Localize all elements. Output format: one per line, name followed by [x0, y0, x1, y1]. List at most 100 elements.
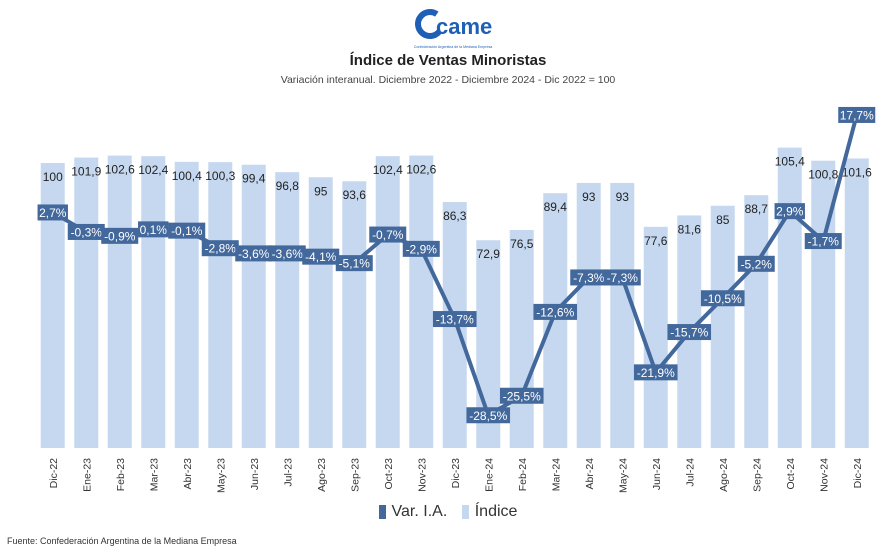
- bar-value-label: 101,9: [71, 165, 101, 179]
- bar-value-label: 77,6: [644, 234, 668, 248]
- bar-value-label: 81,6: [678, 222, 702, 236]
- x-tick-label: Dic-24: [852, 458, 864, 489]
- x-tick-labels: Dic-22 Ene-23 Feb-23 Mar-23 Abr-23 May-23 Jun-…: [48, 458, 864, 493]
- bar-value-label: 102,6: [406, 163, 436, 177]
- bar-indice: [543, 193, 568, 448]
- line-point-label: -3,6%: [238, 247, 270, 261]
- bar-value-label: 101,6: [842, 165, 872, 179]
- bar-value-label: 93: [582, 190, 596, 204]
- line-labels-layer: 2,7%-0,3% -0,9% 0,1% -0,1%-2,8% -3,6% -3,6% -4…: [37, 106, 876, 424]
- bar-value-label: 100,8: [808, 168, 838, 182]
- legend-swatch-line: [378, 505, 386, 519]
- line-point-label: 2,7%: [39, 206, 67, 220]
- source-footnote: Fuente: Confederación Argentina de la Me…: [7, 536, 237, 546]
- line-point-label-bg: [101, 227, 139, 244]
- line-point-label: -0,1%: [171, 224, 203, 238]
- bar-value-label: 88,7: [745, 202, 769, 216]
- x-tick-label: Feb-24: [517, 458, 529, 491]
- line-point-label-bg: [499, 387, 544, 404]
- bar-indice: [74, 157, 99, 448]
- bar-indice: [208, 162, 233, 448]
- bar-indice: [174, 161, 199, 449]
- bar-value-label: 102,4: [373, 163, 403, 177]
- line-point-label-bg: [466, 407, 511, 424]
- x-tick-label: Feb-23: [115, 458, 127, 491]
- line-point-label-bg: [633, 364, 678, 381]
- bar-value-label: 105,4: [775, 155, 805, 169]
- logo-subtext: Confederación Argentina de la Mediana Em…: [414, 45, 493, 49]
- line-point-label: -21,9%: [637, 366, 675, 380]
- legend-swatch-bar: [461, 505, 469, 519]
- line-point-label: -10,5%: [704, 292, 742, 306]
- line-point-label: -5,1%: [339, 257, 371, 271]
- bar-value-label: 89,4: [544, 200, 568, 214]
- x-tick-label: Jul-24: [684, 458, 696, 487]
- line-point-label-bg: [201, 240, 239, 257]
- legend-item-var: Var. I.A.: [378, 503, 448, 521]
- line-point-label-bg: [603, 269, 641, 286]
- bar-value-label: 86,3: [443, 209, 467, 223]
- line-point-label: 2,9%: [776, 205, 804, 219]
- x-tick-label: Abr-24: [584, 458, 596, 490]
- bar-indice: [241, 164, 266, 448]
- x-tick-label: May-24: [617, 458, 629, 493]
- line-point-label: -7,3%: [573, 271, 605, 285]
- line-point-label: -2,9%: [406, 242, 438, 256]
- line-point-label-bg: [838, 106, 876, 123]
- bar-indice: [409, 155, 434, 448]
- line-point-label: -5,2%: [741, 257, 773, 271]
- bar-indice: [610, 182, 635, 448]
- bar-value-label: 100: [43, 170, 63, 184]
- line-point-label-bg: [67, 223, 105, 240]
- bar-value-label: 100,3: [205, 169, 235, 183]
- line-point-label: -1,7%: [808, 235, 840, 249]
- logo-text: came: [436, 14, 492, 39]
- legend-label-var: Var. I.A.: [391, 503, 448, 520]
- bar-indice: [107, 155, 132, 448]
- line-point-label-bg: [667, 324, 712, 341]
- x-tick-label: Oct-23: [383, 458, 395, 490]
- bar-indice: [777, 147, 802, 449]
- sales-index-chart: 100 101,9 102,6 102,4 100,4 100,3 99,496,8 95 93…: [37, 106, 876, 493]
- x-tick-label: Dic-22: [48, 458, 60, 489]
- x-tick-label: Sep-23: [349, 458, 361, 492]
- bar-indice: [308, 177, 333, 448]
- line-point-label: -2,8%: [205, 242, 237, 256]
- line-point-label: -3,6%: [272, 247, 304, 261]
- bar-value-label: 95: [314, 184, 328, 198]
- x-tick-label: May-23: [215, 458, 227, 493]
- line-point-label: -4,1%: [305, 250, 337, 264]
- x-tick-label: Jul-23: [282, 458, 294, 487]
- x-tick-label: Ago-23: [316, 458, 328, 492]
- bar-indice: [275, 172, 300, 448]
- legend-item-indice: Índice: [461, 503, 518, 521]
- x-tick-label: Ago-24: [718, 458, 730, 492]
- line-point-label-bg: [37, 204, 68, 221]
- bar-value-label: 100,4: [172, 169, 202, 183]
- legend-label-indice: Índice: [474, 503, 518, 520]
- x-tick-label: Nov-23: [416, 458, 428, 492]
- line-point-label-bg: [700, 290, 745, 307]
- bar-indice: [844, 158, 869, 448]
- line-point-label-bg: [402, 240, 440, 257]
- line-point-label-bg: [268, 245, 306, 262]
- line-point-label: -25,5%: [503, 389, 541, 403]
- line-point-label: -0,7%: [372, 228, 404, 242]
- line-point-label-bg: [168, 222, 206, 239]
- line-point-label-bg: [335, 255, 373, 272]
- line-point-label-bg: [369, 226, 407, 243]
- bar-value-label: 85: [716, 213, 730, 227]
- bar-indice: [744, 195, 769, 448]
- line-point-label: -0,3%: [71, 225, 103, 239]
- chart-title: Índice de Ventas Minoristas: [349, 52, 547, 69]
- line-point-label-bg: [570, 269, 608, 286]
- line-point-label: -15,7%: [670, 326, 708, 340]
- bar-indice: [375, 156, 400, 448]
- x-tick-label: Oct-24: [785, 458, 797, 490]
- x-tick-label: Sep-24: [751, 458, 763, 492]
- bar-value-label: 96,8: [276, 179, 300, 193]
- x-tick-label: Nov-24: [818, 458, 830, 492]
- bar-value-label: 102,6: [105, 163, 135, 177]
- line-point-label: 0,1%: [140, 223, 168, 237]
- line-point-label-bg: [138, 221, 169, 238]
